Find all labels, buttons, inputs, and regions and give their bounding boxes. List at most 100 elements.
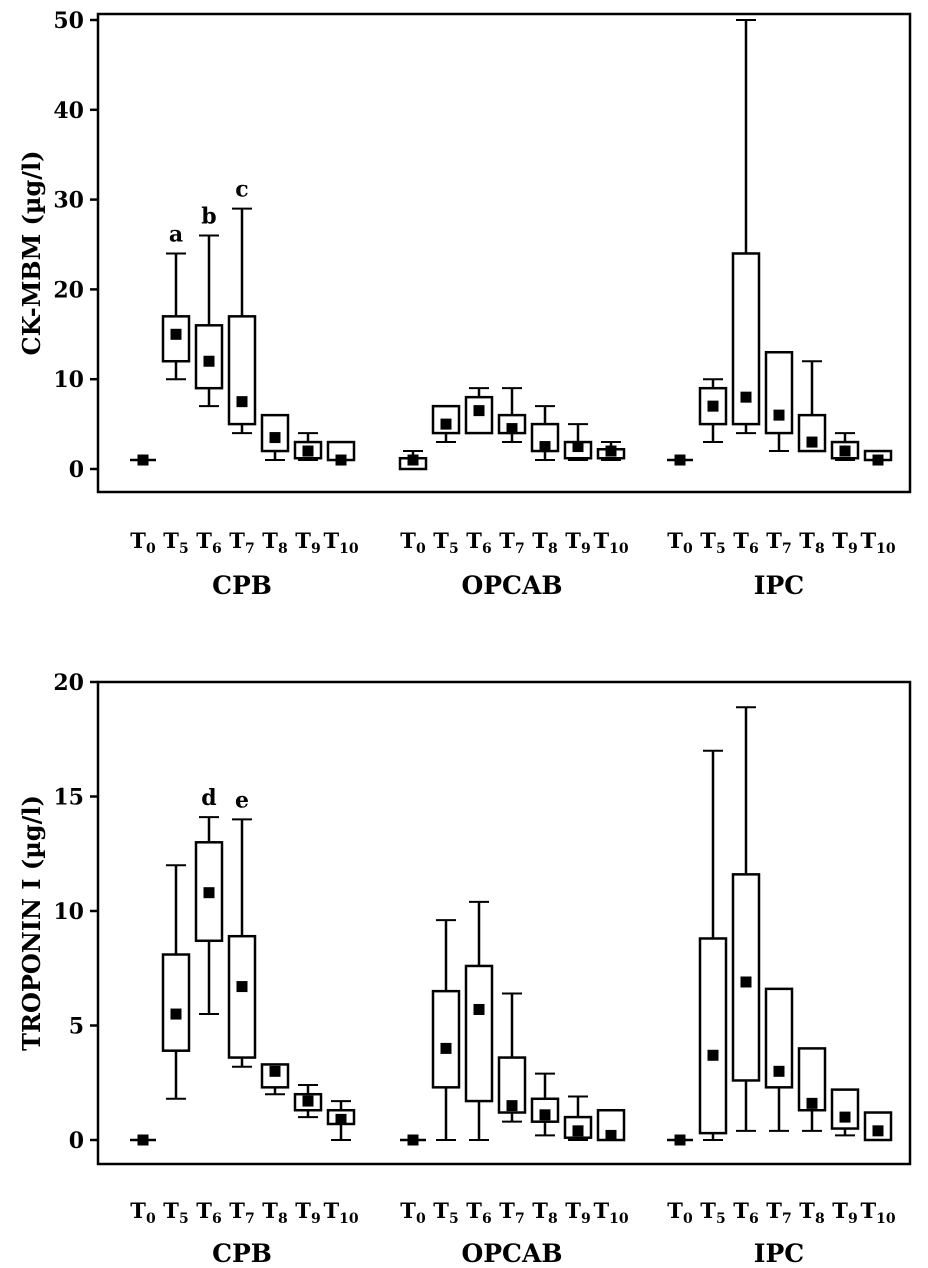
- chart0-cpb-t10-tick-label: T10: [323, 528, 358, 557]
- chart1-ipc-t9-box: [830, 1088, 860, 1130]
- chart0-ipc-t9-tick-label: T9: [832, 528, 857, 557]
- chart1-cpb-t7-box: [227, 934, 257, 1059]
- chart1-opcab-t6-box: [464, 964, 494, 1103]
- chart0-cpb-t5-tick-label: T5: [163, 528, 188, 557]
- chart1-opcab-t10-median-marker: [605, 1129, 617, 1141]
- chart0-cpb-t7-tick-label: T7: [229, 528, 254, 557]
- chart1-ipc-t8-tick-label: T8: [799, 1198, 824, 1227]
- chart1-cpb-t7-tick-label: T7: [229, 1198, 254, 1227]
- chart1-ipc-t0-median-marker: [674, 1134, 686, 1146]
- chart1-ytick-label: 20: [53, 670, 84, 696]
- chart1-ipc-t7-median-marker: [773, 1065, 785, 1077]
- chart0-cpb-t5-annotation: a: [169, 221, 183, 247]
- chart0-ipc-t9-median-marker: [839, 445, 851, 457]
- chart0-opcab-t6-tick-label: T6: [466, 528, 491, 557]
- chart0-cpb-t9-tick-label: T9: [295, 528, 320, 557]
- chart0-ipc-t5-tick-label: T5: [700, 528, 725, 557]
- chart1-plot-frame: [96, 680, 912, 1166]
- chart0-ipc-t6-tick-label: T6: [733, 528, 758, 557]
- chart1-ipc-t7-tick-label: T7: [766, 1198, 791, 1227]
- chart0-opcab-t5-tick-label: T5: [433, 528, 458, 557]
- chart1-cpb-t5-tick-label: T5: [163, 1198, 188, 1227]
- chart0-cpb-t6-median-marker: [203, 355, 215, 367]
- chart0-ipc-t10-median-marker: [872, 454, 884, 466]
- chart0-ipc-t8-median-marker: [806, 436, 818, 448]
- chart1-opcab-t7-tick-label: T7: [499, 1198, 524, 1227]
- chart0-ipc-t10-tick-label: T10: [860, 528, 895, 557]
- chart1-opcab-t8-median-marker: [539, 1109, 551, 1121]
- chart1-opcab-t7-median-marker: [506, 1100, 518, 1112]
- chart1-cpb-t7-annotation: e: [235, 787, 249, 813]
- chart1-opcab-t8-tick-label: T8: [532, 1198, 557, 1227]
- chart0-ytick-label: 0: [69, 457, 84, 483]
- chart0-opcab-t5-median-marker: [440, 418, 452, 430]
- chart1-ipc-t10-tick-label: T10: [860, 1198, 895, 1227]
- chart1-opcab-t9-tick-label: T9: [565, 1198, 590, 1227]
- chart1-ipc-t6-tick-label: T6: [733, 1198, 758, 1227]
- chart0-plot-frame: [96, 12, 912, 494]
- chart1-opcab-t6-tick-label: T6: [466, 1198, 491, 1227]
- chart0-opcab-t8-median-marker: [539, 441, 551, 453]
- chart0-opcab-t7-tick-label: T7: [499, 528, 524, 557]
- chart0-cpb-t10-median-marker: [335, 454, 347, 466]
- chart1-ytick-label: 5: [69, 1014, 84, 1040]
- chart1-ipc-t6-median-marker: [740, 976, 752, 988]
- chart0-ytick-label: 20: [53, 277, 84, 303]
- chart1-group-label-cpb: CPB: [212, 1239, 272, 1268]
- chart1-cpb-t6-annotation: d: [201, 785, 216, 811]
- chart1-opcab-t0-tick-label: T0: [400, 1198, 426, 1227]
- chart1-ipc-t0-tick-label: T0: [667, 1198, 693, 1227]
- chart0-cpb-t7-box: [227, 315, 257, 426]
- chart1-cpb-t9-median-marker: [302, 1095, 314, 1107]
- chart0-ipc-t0-tick-label: T0: [667, 528, 693, 557]
- chart1-cpb-t7-median-marker: [236, 981, 248, 993]
- chart0-group-label-cpb: CPB: [212, 571, 272, 600]
- chart1-cpb-t10-tick-label: T10: [323, 1198, 358, 1227]
- chart0-opcab-t9-median-marker: [572, 441, 584, 453]
- chart1-ipc-t9-median-marker: [839, 1111, 851, 1123]
- chart1-ipc-t10-median-marker: [872, 1125, 884, 1137]
- chart1-opcab-t5-box: [431, 989, 461, 1089]
- chart1-ipc-t6-box: [731, 873, 761, 1082]
- chart0-ipc-t0-median-marker: [674, 454, 686, 466]
- chart0-group-label-opcab: OPCAB: [461, 571, 562, 600]
- chart0-ytick-label: 50: [53, 8, 84, 34]
- chart0-opcab-t10-median-marker: [605, 445, 617, 457]
- chart1-ipc-t8-median-marker: [806, 1097, 818, 1109]
- chart1-cpb-t6-tick-label: T6: [196, 1198, 221, 1227]
- chart0-cpb-t7-median-marker: [236, 396, 248, 408]
- chart0-opcab-t6-median-marker: [473, 405, 485, 417]
- chart0-opcab-t6-box: [464, 395, 494, 435]
- chart1-cpb-t5-box: [161, 953, 191, 1052]
- chart1-ytick-label: 15: [53, 785, 84, 811]
- chart1-cpb-t8-median-marker: [269, 1065, 281, 1077]
- chart1-cpb-t6-median-marker: [203, 887, 215, 899]
- chart1-cpb-t9-tick-label: T9: [295, 1198, 320, 1227]
- chart1-ytick-label: 10: [53, 899, 84, 925]
- chart1-opcab-t9-median-marker: [572, 1125, 584, 1137]
- chart0-opcab-t0-tick-label: T0: [400, 528, 426, 557]
- chart0-cpb-t7-annotation: c: [235, 177, 248, 203]
- chart0-ipc-t7-median-marker: [773, 409, 785, 421]
- chart0-cpb-t6-tick-label: T6: [196, 528, 221, 557]
- chart0-opcab-t8-tick-label: T8: [532, 528, 557, 557]
- chart1-ipc-t5-tick-label: T5: [700, 1198, 725, 1227]
- chart0-ipc-t7-box: [764, 351, 794, 435]
- chart0-y-axis-label: CK-MBM (µg/l): [17, 151, 46, 356]
- chart1-y-axis-label: TROPONIN I (µg/l): [17, 795, 46, 1051]
- chart0-cpb-t8-tick-label: T8: [262, 528, 287, 557]
- chart1-opcab-t6-median-marker: [473, 1003, 485, 1015]
- chart0-opcab-t9-tick-label: T9: [565, 528, 590, 557]
- chart1-opcab-t5-median-marker: [440, 1042, 452, 1054]
- chart0-ipc-t6-median-marker: [740, 391, 752, 403]
- chart0-cpb-t0-median-marker: [137, 454, 149, 466]
- chart0-cpb-t8-median-marker: [269, 432, 281, 444]
- chart1-cpb-t0-tick-label: T0: [130, 1198, 156, 1227]
- chart1-group-label-opcab: OPCAB: [461, 1239, 562, 1268]
- chart1-cpb-t10-median-marker: [335, 1113, 347, 1125]
- chart0-opcab-t10-tick-label: T10: [593, 528, 628, 557]
- chart0-opcab-t0-median-marker: [407, 454, 419, 466]
